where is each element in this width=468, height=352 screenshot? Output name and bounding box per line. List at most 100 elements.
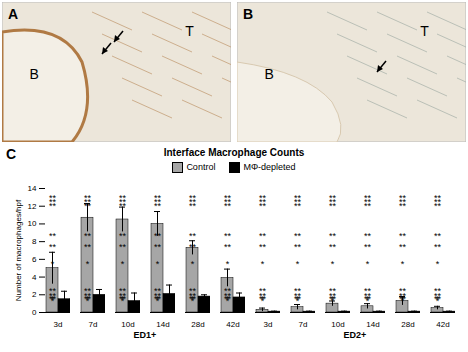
- svg-text:7d: 7d: [89, 320, 98, 329]
- svg-text:B: B: [264, 66, 273, 82]
- svg-text:**: **: [119, 201, 127, 211]
- svg-text:**: **: [84, 201, 92, 211]
- svg-text:**: **: [154, 231, 162, 241]
- svg-text:**: **: [329, 286, 337, 296]
- svg-text:**: **: [294, 201, 302, 211]
- svg-text:**: **: [189, 286, 197, 296]
- svg-text:**: **: [224, 231, 232, 241]
- svg-text:*: *: [331, 296, 335, 306]
- svg-text:4: 4: [32, 273, 37, 282]
- svg-text:**: **: [364, 286, 372, 296]
- svg-text:10d: 10d: [331, 320, 344, 329]
- svg-text:T: T: [420, 23, 429, 39]
- svg-text:*: *: [121, 296, 125, 306]
- svg-text:*: *: [331, 259, 335, 269]
- svg-text:A: A: [8, 6, 18, 22]
- svg-text:**: **: [399, 286, 407, 296]
- svg-text:*: *: [436, 296, 440, 306]
- svg-text:8: 8: [32, 237, 37, 246]
- svg-text:**: **: [49, 231, 57, 241]
- svg-text:**: **: [189, 242, 197, 252]
- svg-text:**: **: [189, 201, 197, 211]
- svg-text:*: *: [156, 296, 160, 306]
- svg-text:**: **: [329, 231, 337, 241]
- svg-text:**: **: [224, 286, 232, 296]
- svg-text:*: *: [401, 296, 405, 306]
- svg-text:*: *: [226, 296, 230, 306]
- svg-text:**: **: [329, 201, 337, 211]
- svg-text:6: 6: [32, 255, 37, 264]
- svg-text:Number of macrophages/hpf: Number of macrophages/hpf: [14, 199, 23, 301]
- svg-text:**: **: [329, 242, 337, 252]
- svg-text:*: *: [51, 259, 55, 269]
- svg-text:**: **: [294, 286, 302, 296]
- svg-text:*: *: [296, 296, 300, 306]
- svg-text:*: *: [156, 259, 160, 269]
- svg-text:**: **: [154, 201, 162, 211]
- svg-text:*: *: [401, 259, 405, 269]
- svg-text:**: **: [189, 231, 197, 241]
- svg-text:28d: 28d: [401, 320, 414, 329]
- svg-text:**: **: [84, 231, 92, 241]
- svg-text:*: *: [191, 296, 195, 306]
- svg-text:**: **: [399, 231, 407, 241]
- svg-text:**: **: [434, 201, 442, 211]
- svg-text:*: *: [86, 259, 90, 269]
- svg-text:**: **: [294, 231, 302, 241]
- svg-text:**: **: [119, 286, 127, 296]
- svg-text:7d: 7d: [299, 320, 308, 329]
- svg-text:**: **: [49, 286, 57, 296]
- svg-text:*: *: [261, 259, 265, 269]
- svg-text:*: *: [436, 259, 440, 269]
- svg-text:14d: 14d: [366, 320, 379, 329]
- svg-text:**: **: [49, 242, 57, 252]
- svg-text:**: **: [364, 201, 372, 211]
- svg-text:T: T: [185, 23, 194, 39]
- svg-text:14d: 14d: [156, 320, 169, 329]
- svg-text:**: **: [154, 286, 162, 296]
- svg-text:**: **: [259, 286, 267, 296]
- svg-text:*: *: [366, 259, 370, 269]
- svg-text:**: **: [434, 286, 442, 296]
- svg-text:**: **: [364, 231, 372, 241]
- svg-text:**: **: [294, 242, 302, 252]
- svg-text:**: **: [84, 242, 92, 252]
- svg-text:*: *: [261, 296, 265, 306]
- svg-text:**: **: [154, 242, 162, 252]
- svg-text:**: **: [119, 231, 127, 241]
- svg-text:*: *: [121, 259, 125, 269]
- svg-text:**: **: [259, 242, 267, 252]
- svg-text:*: *: [191, 259, 195, 269]
- svg-text:B: B: [29, 66, 38, 82]
- svg-text:0: 0: [32, 308, 37, 317]
- svg-text:**: **: [224, 242, 232, 252]
- svg-text:3d: 3d: [54, 320, 63, 329]
- svg-text:**: **: [119, 242, 127, 252]
- svg-text:**: **: [399, 201, 407, 211]
- svg-text:*: *: [296, 259, 300, 269]
- svg-text:ED2+: ED2+: [344, 330, 367, 340]
- svg-text:**: **: [259, 231, 267, 241]
- svg-text:3d: 3d: [264, 320, 273, 329]
- svg-text:10d: 10d: [121, 320, 134, 329]
- svg-text:12: 12: [28, 202, 37, 211]
- svg-text:28d: 28d: [191, 320, 204, 329]
- svg-text:ED1+: ED1+: [134, 330, 157, 340]
- svg-text:**: **: [399, 242, 407, 252]
- svg-text:B: B: [243, 6, 253, 22]
- svg-text:**: **: [84, 286, 92, 296]
- svg-text:*: *: [226, 259, 230, 269]
- svg-text:**: **: [434, 231, 442, 241]
- svg-text:10: 10: [28, 219, 37, 228]
- svg-text:**: **: [224, 201, 232, 211]
- svg-text:42d: 42d: [226, 320, 239, 329]
- svg-text:*: *: [366, 296, 370, 306]
- svg-text:**: **: [259, 201, 267, 211]
- svg-text:**: **: [49, 201, 57, 211]
- svg-text:42d: 42d: [436, 320, 449, 329]
- svg-text:**: **: [434, 242, 442, 252]
- svg-text:*: *: [51, 296, 55, 306]
- svg-text:**: **: [364, 242, 372, 252]
- svg-text:*: *: [86, 296, 90, 306]
- svg-text:2: 2: [32, 290, 37, 299]
